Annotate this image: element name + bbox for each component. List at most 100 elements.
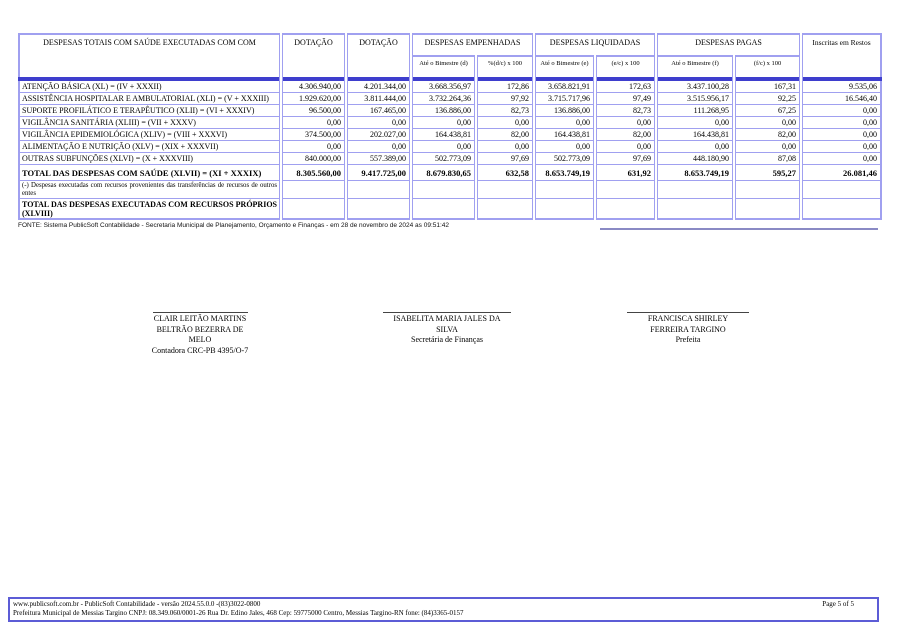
row-value: 167.465,00 [344, 104, 413, 117]
row-value: 8.305.560,00 [279, 164, 348, 181]
header-emp-pct: %(d/c) x 100 [473, 55, 537, 80]
header-pag-pct: (f/c) x 100 [732, 55, 803, 80]
row-value: 82,73 [473, 104, 537, 117]
row-value: 4.201.344,00 [344, 77, 413, 93]
row-value: 8.679.830,65 [409, 164, 478, 181]
header-dotacao-2: DOTAÇÃO [344, 33, 413, 80]
row-value: 172,86 [473, 77, 537, 93]
row-value: 3.715.717,96 [532, 92, 598, 105]
row-value: 0,00 [279, 116, 348, 129]
signature-title: Contadora CRC-PB 4395/O-7 [151, 345, 249, 355]
row-value: 631,92 [593, 164, 659, 181]
table-row: SUPORTE PROFILÁTICO E TERAPÊUTICO (XLII)… [18, 104, 883, 117]
row-value: 9.535,06 [799, 77, 883, 93]
row-value [732, 180, 804, 199]
row-value [654, 198, 737, 220]
table-row: (-) Despesas executadas com recursos pro… [18, 180, 883, 199]
row-value: 111.268,95 [654, 104, 737, 117]
row-value [532, 198, 598, 220]
table-row: ALIMENTAÇÃO E NUTRIÇÃO (XLV) = (XIX + XX… [18, 140, 883, 153]
header-pag-bimestre: Até o Bimestre (f) [654, 55, 737, 80]
row-value: 0,00 [593, 140, 659, 153]
row-value: 9.417.725,00 [344, 164, 413, 181]
row-value: 0,00 [799, 128, 883, 141]
row-value: 0,00 [532, 116, 598, 129]
signature-name: FRANCISCA SHIRLEY FERREIRA TARGINO [647, 314, 729, 334]
row-value: 97,49 [593, 92, 659, 105]
row-value [279, 180, 348, 199]
row-value: 136.886,00 [532, 104, 598, 117]
header-group-pagas: DESPESAS PAGAS [654, 33, 804, 57]
row-label: VIGILÂNCIA SANITÁRIA (XLIII) = (VII + XX… [18, 116, 283, 129]
row-value: 632,58 [473, 164, 537, 181]
row-value: 97,92 [473, 92, 537, 105]
signature-line [627, 312, 749, 313]
row-value: 840.000,00 [279, 152, 348, 165]
row-value: 0,00 [344, 140, 413, 153]
row-value [473, 180, 537, 199]
page-footer: www.publicsoft.com.br - PublicSoft Conta… [8, 597, 879, 622]
footer-top-row: www.publicsoft.com.br - PublicSoft Conta… [13, 600, 874, 609]
table-row: OUTRAS SUBFUNÇÕES (XLVI) = (X + XXXVIII)… [18, 152, 883, 165]
row-value [593, 180, 659, 199]
row-value: 8.653.749,19 [654, 164, 737, 181]
row-value: 0,00 [732, 140, 804, 153]
signature-title: Prefeita [675, 335, 701, 344]
table-row: VIGILÂNCIA EPIDEMIOLÓGICA (XLIV) = (VIII… [18, 128, 883, 141]
row-value: 0,00 [799, 152, 883, 165]
row-value: 502.773,09 [532, 152, 598, 165]
header-restos: Inscritas em Restos [799, 33, 883, 80]
row-value [593, 198, 659, 220]
row-value: 164.438,81 [654, 128, 737, 141]
row-value: 3.732.264,36 [409, 92, 478, 105]
row-value [799, 198, 883, 220]
row-value [732, 198, 804, 220]
row-value: 82,00 [473, 128, 537, 141]
row-value: 1.929.620,00 [279, 92, 348, 105]
table-header-group-row: DESPESAS TOTAIS COM SAÚDE EXECUTADAS COM… [18, 33, 883, 80]
row-value: 0,00 [473, 116, 537, 129]
signature-line [383, 312, 511, 313]
row-label: SUPORTE PROFILÁTICO E TERAPÊUTICO (XLII)… [18, 104, 283, 117]
row-value: 0,00 [279, 140, 348, 153]
row-value: 202.027,00 [344, 128, 413, 141]
table-header: DESPESAS TOTAIS COM SAÚDE EXECUTADAS COM… [18, 33, 883, 80]
row-value [409, 198, 478, 220]
row-label: TOTAL DAS DESPESAS COM SAÚDE (XLVII) = (… [18, 164, 283, 181]
row-value: 92,25 [732, 92, 804, 105]
health-expenses-table-wrap: DESPESAS TOTAIS COM SAÚDE EXECUTADAS COM… [18, 33, 883, 230]
row-value: 82,73 [593, 104, 659, 117]
row-value: 67,25 [732, 104, 804, 117]
row-value [799, 180, 883, 199]
row-label: ASSISTÊNCIA HOSPITALAR E AMBULATORIAL (X… [18, 92, 283, 105]
row-value: 8.653.749,19 [532, 164, 598, 181]
row-value: 16.546,40 [799, 92, 883, 105]
row-value: 0,00 [799, 104, 883, 117]
row-value [344, 180, 413, 199]
row-label: OUTRAS SUBFUNÇÕES (XLVI) = (X + XXXVIII) [18, 152, 283, 165]
row-label: ALIMENTAÇÃO E NUTRIÇÃO (XLV) = (XIX + XX… [18, 140, 283, 153]
row-value: 502.773,09 [409, 152, 478, 165]
footer-entity-info: Prefeitura Municipal de Messias Targino … [13, 609, 464, 617]
row-label: TOTAL DAS DESPESAS EXECUTADAS COM RECURS… [18, 198, 283, 220]
row-value: 87,08 [732, 152, 804, 165]
row-value: 0,00 [593, 116, 659, 129]
footer-app-info: www.publicsoft.com.br - PublicSoft Conta… [13, 600, 261, 608]
signature-block-contadora: CLAIR LEITÃO MARTINS BELTRÃO BEZERRA DE … [115, 312, 285, 356]
footer-page-number: Page 5 of 5 [822, 600, 854, 608]
row-value: 0,00 [654, 140, 737, 153]
header-liq-pct: (e/c) x 100 [593, 55, 659, 80]
row-value: 0,00 [473, 140, 537, 153]
row-value: 4.306.940,00 [279, 77, 348, 93]
health-expenses-table: DESPESAS TOTAIS COM SAÚDE EXECUTADAS COM… [18, 33, 883, 220]
header-main: DESPESAS TOTAIS COM SAÚDE EXECUTADAS COM… [18, 33, 283, 80]
row-value: 0,00 [732, 116, 804, 129]
row-value: 82,00 [593, 128, 659, 141]
table-body: ATENÇÃO BÁSICA (XL) = (IV + XXXII) 4.306.… [18, 77, 883, 220]
table-row: ASSISTÊNCIA HOSPITALAR E AMBULATORIAL (X… [18, 92, 883, 105]
row-value: 0,00 [409, 140, 478, 153]
table-row: VIGILÂNCIA SANITÁRIA (XLIII) = (VII + XX… [18, 116, 883, 129]
table-row: ATENÇÃO BÁSICA (XL) = (IV + XXXII) 4.306.… [18, 77, 883, 93]
row-value: 3.437.100,28 [654, 77, 737, 93]
